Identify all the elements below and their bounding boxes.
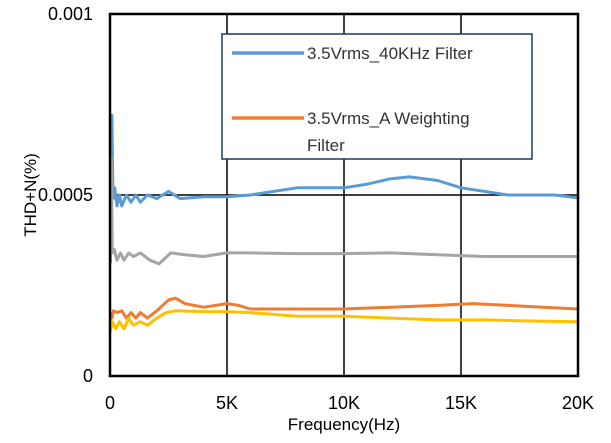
y-tick-label: 0.001 xyxy=(48,4,93,24)
series-line-1 xyxy=(109,113,580,208)
series-layer xyxy=(109,113,580,333)
legend-label-a-weighting: 3.5Vrms_A Weighting Filter xyxy=(307,109,474,155)
x-tick-labels: 0 5K 10K 15K 20K xyxy=(105,393,594,413)
legend-label-a-weighting-line2: Filter xyxy=(307,136,345,155)
legend-box xyxy=(221,33,533,160)
series-line-2 xyxy=(109,296,580,320)
x-tick-label: 5K xyxy=(216,393,238,413)
series-line-4 xyxy=(109,309,580,333)
x-axis-title: Frequency(Hz) xyxy=(288,415,400,434)
x-tick-label: 20K xyxy=(562,393,594,413)
y-tick-labels: 0 0.0005 0.001 xyxy=(38,4,93,386)
y-tick-label: 0.0005 xyxy=(38,185,93,205)
legend-label-a-weighting-line1: 3.5Vrms_A Weighting xyxy=(307,109,470,128)
x-tick-label: 10K xyxy=(328,393,360,413)
x-tick-label: 0 xyxy=(105,393,115,413)
legend: 3.5Vrms_40KHz Filter 3.5Vrms_A Weighting… xyxy=(221,33,533,160)
y-axis-title: THD+N(%) xyxy=(21,153,40,237)
series-line-3 xyxy=(109,157,580,266)
y-tick-label: 0 xyxy=(83,366,93,386)
legend-label-40khz: 3.5Vrms_40KHz Filter xyxy=(307,44,473,63)
x-tick-label: 15K xyxy=(445,393,477,413)
plot-area-border xyxy=(108,12,580,378)
